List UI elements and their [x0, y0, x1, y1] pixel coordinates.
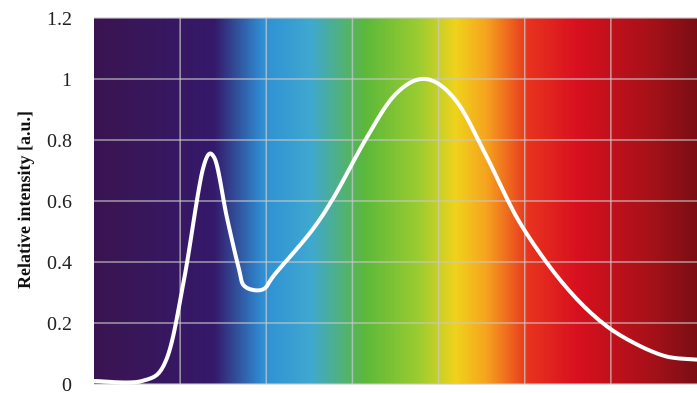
y-tick-label: 1: [62, 69, 72, 91]
grid: [94, 17, 697, 385]
spectrum-line: [92, 76, 697, 385]
y-tick-label: 0: [62, 374, 72, 393]
y-axis: 0 0.2 0.4 0.6 0.8 1 1.2: [47, 8, 72, 393]
y-tick-label: 0.8: [47, 130, 72, 152]
y-tick-label: 0.4: [47, 252, 72, 274]
y-tick-label: 0.2: [47, 313, 72, 335]
y-tick-label: 1.2: [47, 8, 72, 30]
y-axis-label: Relative intensity [a.u.]: [14, 111, 34, 289]
y-tick-label: 0.6: [47, 191, 72, 213]
